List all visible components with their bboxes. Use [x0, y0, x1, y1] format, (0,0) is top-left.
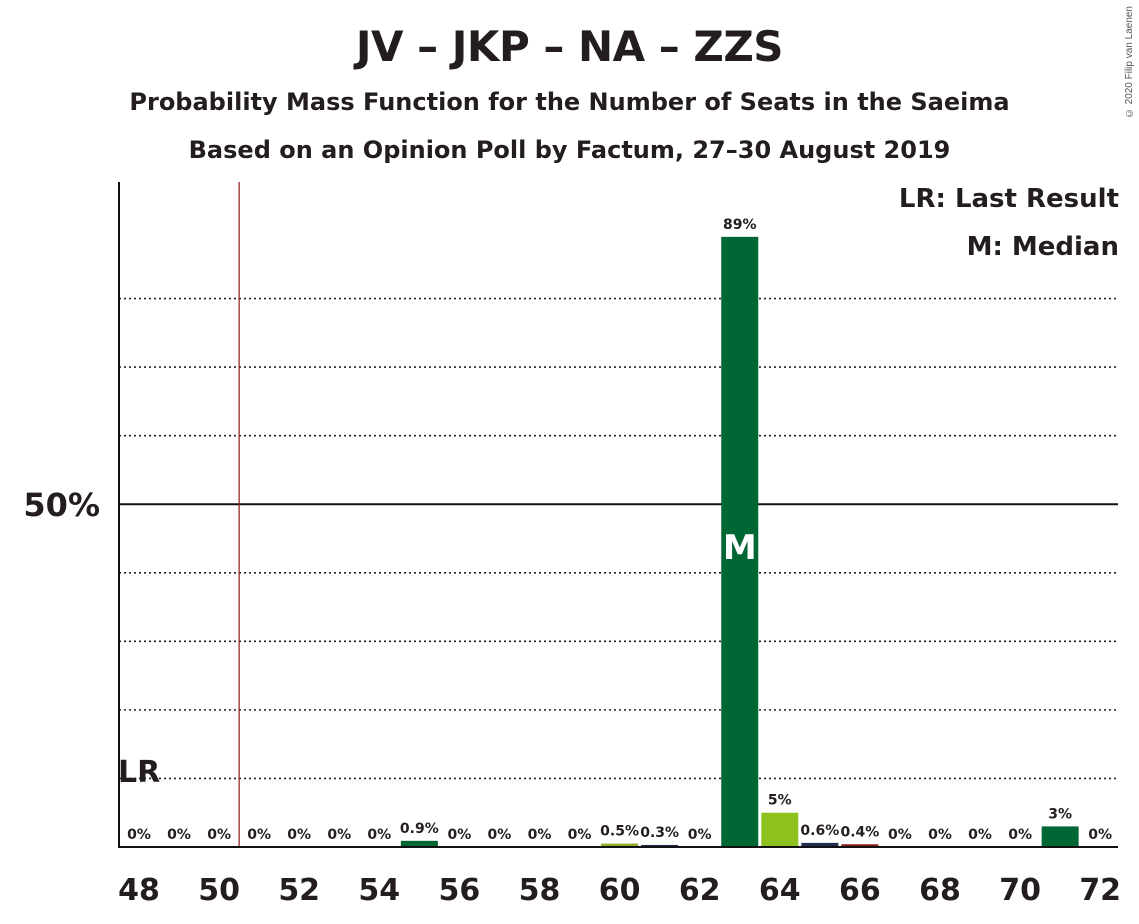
- data-label-53: 0%: [327, 827, 351, 843]
- x-tick-label: 52: [278, 873, 320, 908]
- median-label: M: [723, 528, 757, 568]
- data-label-50: 0%: [207, 827, 231, 843]
- data-label-55: 0.9%: [400, 821, 439, 837]
- x-tick-label: 72: [1079, 873, 1121, 908]
- data-label-72: 0%: [1088, 827, 1112, 843]
- bar-65: [801, 842, 839, 847]
- x-tick-label: 56: [439, 873, 481, 908]
- legend-last-result: LR: Last Result: [898, 184, 1119, 214]
- data-label-62: 0%: [688, 827, 712, 843]
- bar-61: [641, 844, 679, 847]
- legend-median: M: Median: [966, 232, 1119, 262]
- last-result-label: LR: [118, 755, 160, 790]
- data-label-51: 0%: [247, 827, 271, 843]
- bar-66: [841, 844, 879, 847]
- data-label-56: 0%: [448, 827, 472, 843]
- data-label-64: 5%: [768, 793, 792, 809]
- bar-71: [1041, 826, 1079, 847]
- x-tick-label: 50: [198, 873, 240, 908]
- x-tick-label: 66: [839, 873, 881, 908]
- data-label-63: 89%: [723, 217, 757, 233]
- data-label-67: 0%: [888, 827, 912, 843]
- chart-source: Based on an Opinion Poll by Factum, 27–3…: [188, 136, 951, 164]
- x-tick-label: 64: [759, 873, 801, 908]
- data-label-61: 0.3%: [640, 825, 679, 841]
- x-tick-label: 58: [519, 873, 561, 908]
- x-tick-label: 48: [118, 873, 160, 908]
- x-tick-label: 60: [599, 873, 641, 908]
- bar-64: [761, 812, 799, 847]
- bar-60: [601, 843, 639, 847]
- x-tick-label: 62: [679, 873, 721, 908]
- data-label-71: 3%: [1048, 806, 1072, 822]
- x-tick-label: 54: [358, 873, 400, 908]
- x-tick-label: 68: [919, 873, 961, 908]
- data-label-65: 0.6%: [800, 823, 839, 839]
- x-tick-label: 70: [999, 873, 1041, 908]
- bar-63: [721, 236, 759, 848]
- data-label-70: 0%: [1008, 827, 1032, 843]
- data-label-60: 0.5%: [600, 824, 639, 840]
- data-label-54: 0%: [367, 827, 391, 843]
- data-label-68: 0%: [928, 827, 952, 843]
- chart-subtitle: Probability Mass Function for the Number…: [129, 88, 1010, 116]
- data-label-69: 0%: [968, 827, 992, 843]
- data-label-52: 0%: [287, 827, 311, 843]
- chart-title: JV – JKP – NA – ZZS: [355, 22, 784, 71]
- data-label-58: 0%: [528, 827, 552, 843]
- y-tick-label: 50%: [23, 486, 100, 524]
- data-label-66: 0.4%: [840, 824, 879, 840]
- data-label-59: 0%: [568, 827, 592, 843]
- data-label-57: 0%: [488, 827, 512, 843]
- bar-55: [400, 840, 438, 847]
- data-label-49: 0%: [167, 827, 191, 843]
- data-label-48: 0%: [127, 827, 151, 843]
